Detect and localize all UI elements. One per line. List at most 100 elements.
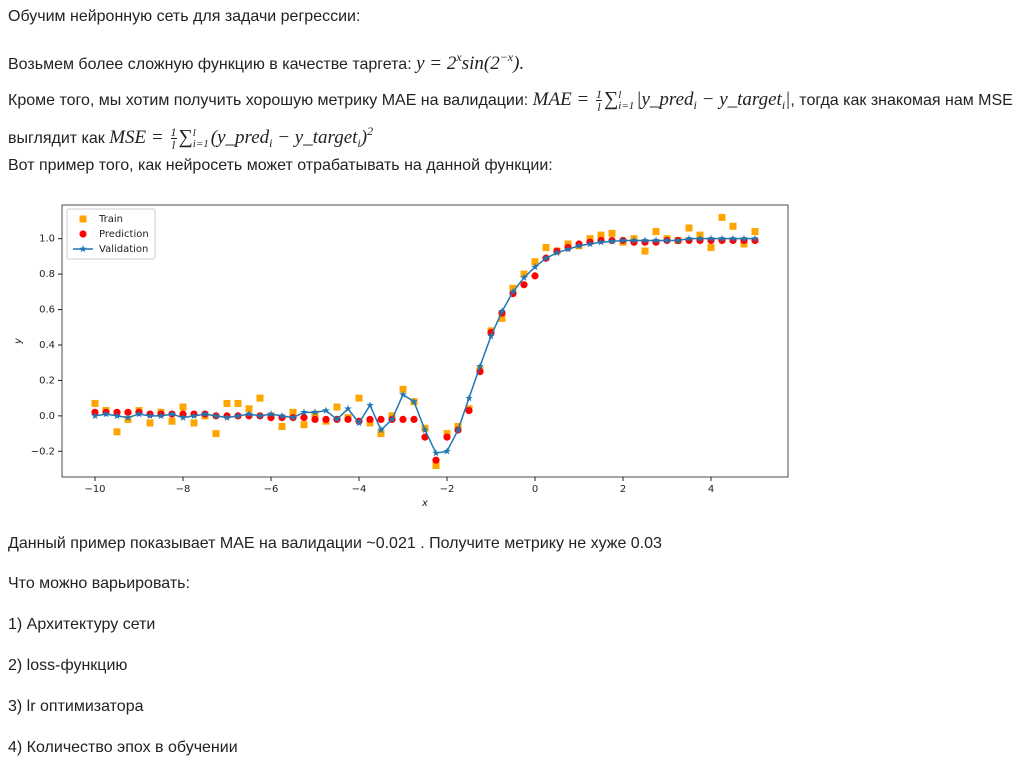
y-axis-label: y: [13, 337, 24, 345]
point: [300, 408, 308, 416]
point: [388, 415, 396, 423]
point: [751, 228, 759, 236]
point: [190, 419, 198, 427]
math: i: [357, 136, 361, 150]
point: [355, 419, 363, 427]
point: [212, 411, 220, 420]
point: [267, 410, 275, 418]
x-axis-label: x: [421, 498, 428, 509]
point: [146, 419, 154, 427]
point: [476, 362, 484, 370]
point: [729, 222, 737, 230]
x-tick-label: 0: [532, 484, 538, 495]
paragraph: Вот пример того, как нейросеть может отр…: [8, 157, 553, 174]
legend-marker: [79, 215, 87, 223]
math: x: [456, 50, 462, 64]
math: ).: [513, 53, 525, 74]
point: [179, 413, 187, 421]
point: [355, 394, 363, 402]
math: i=1: [618, 99, 635, 112]
point: [597, 238, 605, 246]
math: (y_pred: [210, 127, 270, 148]
x-tick-label: −10: [84, 484, 105, 495]
math: MSE =: [109, 127, 169, 148]
list-item: 3) lr оптимизатора: [8, 698, 144, 715]
point: [344, 404, 352, 412]
math: i: [693, 98, 697, 112]
point: [410, 397, 418, 405]
point: [454, 426, 462, 434]
point: [729, 234, 737, 242]
list-item: 2) loss-функцию: [8, 657, 128, 674]
paragraph: Кроме того, мы хотим получить хорошую ме…: [8, 86, 1016, 156]
x-tick-label: 2: [620, 484, 626, 495]
point: [135, 410, 143, 418]
point: [223, 413, 231, 421]
point: [179, 403, 187, 411]
point: [366, 415, 374, 424]
paragraph: Возьмем более сложную функцию в качестве…: [8, 44, 1016, 78]
y-tick-label: 1.0: [39, 234, 55, 245]
point: [190, 411, 198, 420]
math: i=1: [192, 137, 209, 150]
point: [333, 415, 341, 423]
legend-marker: [79, 245, 87, 253]
point: [91, 399, 99, 407]
point: [520, 281, 528, 289]
math: sin(2: [461, 53, 500, 74]
point: [377, 430, 385, 438]
math: i: [781, 98, 786, 112]
point: [531, 263, 539, 271]
point: [91, 411, 99, 420]
math: − y_target: [272, 127, 358, 148]
point: [432, 461, 440, 469]
point: [597, 231, 605, 239]
formula: MAE = 1 l ∑ l i=1 |y_predi − y_targeti|: [532, 87, 791, 113]
math: ∑: [178, 126, 193, 148]
math: |: [785, 89, 791, 110]
x-tick-label: −6: [264, 484, 279, 495]
point: [718, 234, 726, 242]
math: l: [171, 138, 176, 153]
formula: MSE = 1 l ∑ l i=1 (y_predi − y_targeti)2: [109, 124, 373, 153]
point: [146, 411, 154, 420]
plot-frame: [61, 204, 789, 478]
y-tick-label: 0.2: [39, 375, 55, 386]
chart: −10 −8 −6 −4 −2 0 2 4 −0.2 0.0 0.2 0.4 0.6 0.8 1.0 x y Tr…: [13, 204, 789, 509]
point: [465, 394, 473, 402]
math: l: [618, 88, 622, 101]
x-tick-label: −2: [440, 484, 455, 495]
point: [487, 332, 495, 340]
point: [685, 224, 693, 232]
point: [113, 428, 121, 436]
point: [663, 236, 671, 244]
math: 1: [596, 87, 603, 102]
point: [619, 236, 627, 244]
text: , тогда как знакомая нам MSE выглядит ка…: [8, 92, 1013, 147]
point: [652, 228, 660, 236]
point: [124, 408, 132, 416]
point: [498, 314, 506, 322]
math: MAE =: [532, 89, 595, 110]
point: [542, 244, 550, 252]
legend-label: Train: [98, 214, 123, 225]
point: [432, 449, 440, 457]
point: [377, 415, 385, 424]
point: [685, 234, 693, 242]
point: [421, 426, 429, 434]
point: [740, 234, 748, 242]
point: [201, 410, 209, 418]
limits: l i=1: [618, 88, 635, 112]
y-tick-label: 0.0: [39, 411, 55, 422]
point: [256, 411, 264, 420]
point: [300, 414, 308, 422]
point: [234, 399, 242, 407]
point: [652, 236, 660, 244]
point: [575, 241, 583, 249]
point: [399, 385, 407, 393]
point: [234, 411, 242, 420]
point: [410, 415, 418, 424]
point: [223, 399, 231, 407]
list-item: 1) Архитектуру сети: [8, 616, 156, 633]
